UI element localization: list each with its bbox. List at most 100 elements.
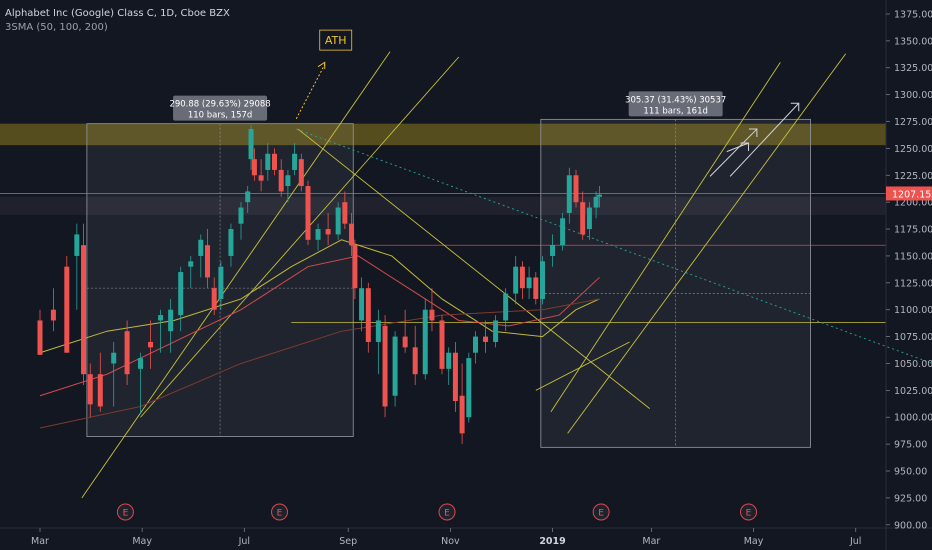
price-tick-label: 1075.00: [894, 332, 932, 343]
price-tick-label: 1300.00: [894, 90, 932, 101]
symbol-title: Alphabet Inc (Google) Class C, 1D, Cboe …: [5, 8, 230, 19]
channel-1-lower: [81, 51, 391, 499]
channel-2-lower: [567, 53, 847, 434]
candle-body-31: [305, 186, 311, 240]
price-tick-label: 1150.00: [894, 251, 932, 262]
candle-body-17: [211, 288, 217, 310]
ath-label-box: [319, 29, 353, 51]
range-box-1-label-bars: 110 bars, 157d: [188, 111, 252, 121]
candle-body-47: [439, 320, 445, 369]
candle-body-9: [138, 358, 143, 369]
candle-body-56: [513, 266, 519, 294]
projection-arrow-head-1: [748, 128, 758, 138]
range-box-2-label-bg: [628, 91, 723, 117]
price-tick-label: 1325.00: [894, 63, 932, 74]
price-tick-label: 1175.00: [894, 225, 932, 236]
candle-body-51: [466, 358, 472, 418]
candle-body-48: [446, 352, 452, 369]
price-tick-label: 1250.00: [894, 144, 932, 155]
earnings-marker-1[interactable]: [271, 503, 289, 521]
candle-body-12: [168, 309, 174, 332]
range-box-2-label-bars: 111 bars, 161d: [643, 106, 707, 116]
time-tick-label: Jul: [238, 536, 250, 547]
earnings-marker-label: E: [277, 509, 283, 519]
resistance-zone: [0, 123, 886, 146]
candle-body-64: [573, 175, 579, 203]
candle-body-33: [325, 229, 331, 235]
candle-body-53: [483, 336, 489, 342]
price-tick-label: 925.00: [894, 493, 927, 504]
price-tick-label: 1100.00: [894, 305, 932, 316]
candle-body-24: [258, 175, 264, 181]
candle-body-39: [365, 288, 371, 342]
indicator-title: 3SMA (50, 100, 200): [5, 22, 108, 33]
candle-body-4: [81, 245, 87, 375]
candle-body-54: [493, 320, 499, 342]
earnings-marker-3[interactable]: [592, 503, 610, 521]
price-tick-label: 1125.00: [894, 278, 932, 289]
time-tick-label: Mar: [642, 536, 660, 547]
earnings-marker-0[interactable]: [116, 503, 134, 521]
candle-body-38: [359, 288, 365, 321]
time-tick-label: Jul: [849, 536, 861, 547]
range-box-2-label-change: 305.37 (31.43%) 30537: [625, 95, 726, 105]
candle-body-58: [526, 277, 532, 289]
candle-body-35: [342, 202, 348, 224]
price-tick-label: 1350.00: [894, 36, 932, 47]
candle-body-62: [560, 218, 566, 246]
candle-body-61: [550, 245, 556, 256]
candle-body-25: [265, 153, 271, 170]
price-tick-label: 975.00: [894, 440, 927, 451]
candle-body-52: [473, 336, 478, 353]
candle-body-6: [97, 374, 103, 407]
price-tick-label: 1000.00: [894, 413, 932, 424]
time-tick-label: Nov: [441, 536, 460, 547]
candle-body-30: [298, 159, 304, 187]
candle-body-49: [452, 352, 458, 402]
range-box-1-label-bg: [173, 95, 268, 121]
candle-body-37: [352, 245, 358, 289]
candle-body-20: [238, 207, 244, 224]
candle-body-59: [533, 277, 539, 299]
ath-arrow: [295, 64, 326, 119]
time-tick-label: Mar: [31, 536, 49, 547]
price-tick-label: 950.00: [894, 467, 927, 478]
candle-body-44: [412, 347, 418, 375]
candle-body-41: [382, 325, 388, 407]
candle-body-66: [586, 207, 592, 230]
candle-body-40: [375, 320, 381, 342]
candle-body-0: [37, 320, 43, 355]
earnings-marker-label: E: [123, 509, 129, 519]
candle-body-26: [272, 153, 277, 170]
price-tick-label: 1275.00: [894, 117, 932, 128]
earnings-marker-label: E: [746, 509, 752, 519]
projection-arrow-0: [726, 142, 749, 153]
projection-arrow-head-2: [790, 102, 800, 112]
candle-body-19: [228, 229, 234, 256]
dotted-trendline: [296, 128, 932, 364]
candle-body-34: [335, 207, 341, 235]
sma-100-line: [39, 255, 600, 397]
earnings-marker-4[interactable]: [740, 503, 758, 521]
candle-body-10: [148, 341, 154, 348]
candle-body-55: [503, 293, 509, 321]
candle-body-21: [245, 191, 251, 203]
candle-body-42: [392, 336, 398, 396]
candle-body-13: [178, 272, 184, 316]
candle-body-2: [64, 266, 70, 353]
candle-body-60: [540, 261, 545, 299]
candle-body-22: [248, 129, 254, 160]
candle-body-63: [566, 175, 572, 213]
price-band: [0, 196, 886, 216]
earnings-marker-2[interactable]: [438, 503, 456, 521]
candle-body-46: [429, 309, 435, 321]
candle-body-27: [278, 169, 284, 192]
candle-body-68: [596, 194, 602, 197]
time-tick-label: 2019: [539, 536, 565, 547]
candle-body-14: [188, 261, 194, 267]
candle-body-32: [315, 229, 321, 240]
earnings-marker-label: E: [444, 509, 450, 519]
channel-2-base: [535, 341, 630, 391]
candle-body-43: [402, 336, 408, 348]
